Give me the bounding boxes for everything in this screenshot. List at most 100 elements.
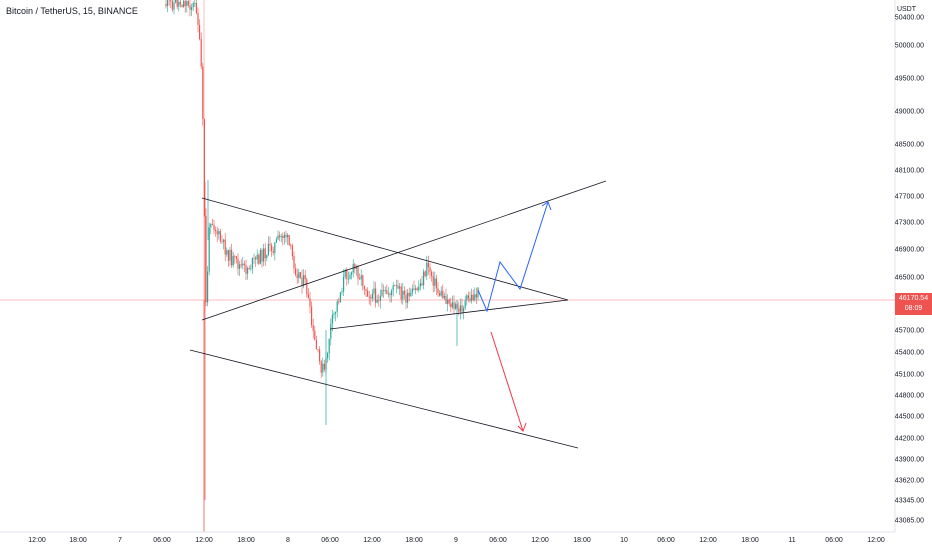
candle-body: [219, 231, 221, 242]
candle-body: [410, 292, 412, 297]
candle-body: [327, 353, 329, 359]
candle-body: [213, 224, 215, 230]
candle-body: [253, 257, 255, 259]
candle-body: [176, 0, 178, 7]
candle-body: [271, 245, 273, 252]
candle-body: [181, 4, 183, 8]
price-tick-label: 47700.00: [894, 193, 924, 201]
candle-body: [231, 249, 233, 266]
candle-body: [197, 13, 199, 25]
candle-body: [445, 296, 447, 304]
candle-body: [349, 274, 351, 279]
candle-body: [429, 267, 431, 272]
candle-body: [207, 271, 209, 303]
price-tick-label: 45100.00: [894, 371, 924, 379]
ascending-trendline-short[interactable]: [329, 299, 569, 330]
candle-body: [370, 296, 372, 299]
candle-body: [288, 234, 290, 246]
candle-body: [477, 287, 479, 298]
candle-body: [365, 289, 367, 291]
candle-body: [447, 299, 449, 304]
candle-body: [472, 294, 474, 300]
candle-body: [317, 349, 319, 351]
candle-body: [357, 266, 359, 279]
bearish-path-arrow[interactable]: [490, 331, 527, 432]
candle-body: [344, 269, 346, 277]
candle-body: [240, 264, 242, 266]
candle-body: [274, 242, 276, 253]
candle-body: [170, 0, 172, 2]
price-line-marker: [0, 0, 895, 532]
candle-body: [191, 7, 193, 10]
time-tick-label: 18:00: [405, 537, 423, 544]
rising-support-line[interactable]: [201, 180, 607, 321]
candle-body: [165, 4, 167, 7]
candle-body: [394, 285, 396, 287]
candle-body: [439, 293, 441, 296]
candle-body: [424, 271, 426, 277]
candle-body: [218, 231, 220, 235]
candle-body: [307, 294, 309, 299]
candle-body: [395, 285, 397, 287]
time-tick-label: 8: [286, 537, 290, 544]
candle-body: [362, 275, 364, 286]
bullish-path-arrow[interactable]: [477, 201, 552, 313]
candle-body: [306, 279, 308, 295]
time-tick-label: 06:00: [321, 537, 339, 544]
candle-body: [295, 268, 297, 275]
candle-body: [277, 235, 279, 240]
time-tick-label: 10: [620, 537, 628, 544]
candle-body: [235, 256, 237, 259]
candle-body: [469, 298, 471, 301]
candle-body: [386, 290, 388, 294]
candle-body: [407, 292, 409, 303]
time-tick-label: 18:00: [741, 537, 759, 544]
candle-body: [314, 330, 316, 341]
candle-body: [434, 278, 436, 286]
candle-body: [411, 288, 413, 293]
time-tick-label: 18:00: [237, 537, 255, 544]
candle-body: [242, 263, 244, 266]
candle-body: [224, 239, 226, 255]
candle-body: [347, 278, 349, 280]
descending-lower-line[interactable]: [189, 349, 579, 449]
candle-body: [346, 269, 348, 280]
candle-body: [215, 229, 217, 232]
trend-lines[interactable]: [189, 180, 607, 449]
descending-trendline[interactable]: [201, 197, 569, 301]
candle-body: [243, 263, 245, 266]
candle-body: [226, 250, 228, 255]
candle-body: [290, 245, 292, 246]
candle-body: [279, 235, 281, 238]
candle-body: [450, 303, 452, 308]
candle-body: [183, 0, 185, 8]
candle-body: [221, 241, 223, 243]
candle-body: [229, 249, 231, 261]
countdown-timer: 08:09: [904, 305, 923, 312]
candle-body: [304, 275, 306, 280]
candle-body: [413, 288, 415, 290]
candle-body: [435, 278, 437, 289]
price-tick-label: 46900.00: [894, 246, 924, 254]
candle-body: [247, 268, 249, 274]
price-tick-label: 47300.00: [894, 219, 924, 227]
candle-body: [312, 325, 314, 331]
candle-body: [466, 295, 468, 301]
candle-body: [311, 306, 313, 326]
candle-body: [237, 258, 239, 269]
candle-body: [367, 290, 369, 297]
candle-body: [319, 349, 321, 362]
candle-body: [421, 283, 423, 286]
candle-body: [208, 227, 210, 272]
candle-body: [296, 274, 298, 279]
candle-body: [173, 2, 175, 10]
candle-body: [323, 363, 325, 370]
candle-body: [227, 250, 229, 261]
candle-body: [322, 363, 324, 373]
time-tick-label: 11: [788, 537, 796, 544]
candle-body: [461, 305, 463, 312]
candle-body: [331, 314, 333, 324]
candle-body: [261, 249, 263, 262]
candle-body: [275, 239, 277, 243]
